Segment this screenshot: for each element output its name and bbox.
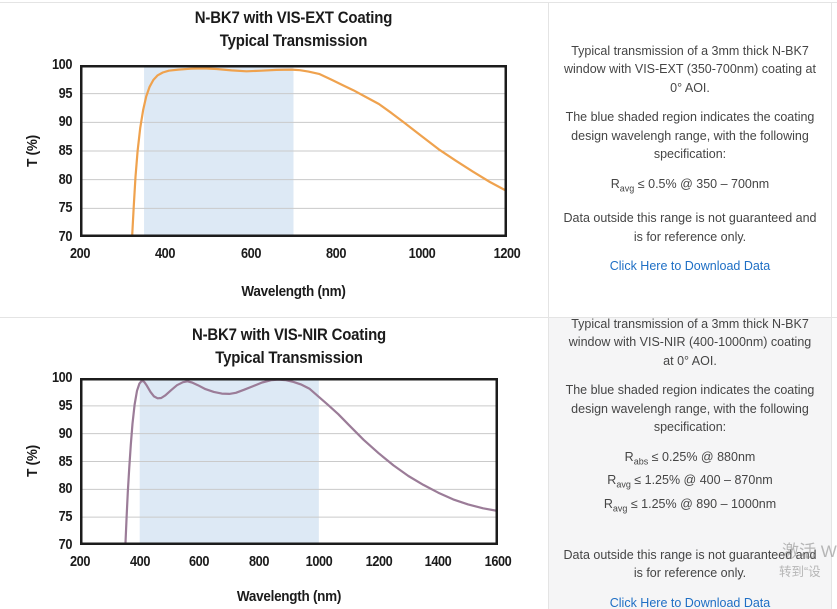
y-tick-label: 95 [58, 84, 73, 102]
description-text: Typical transmission of a 3mm thick N-BK… [568, 316, 812, 368]
download-data-link[interactable]: Click Here to Download Data [609, 259, 771, 273]
y-tick-label: 80 [58, 170, 73, 188]
row-divider [0, 317, 837, 318]
x-tick-label: 400 [155, 245, 176, 262]
chart-title-line1: N-BK7 with VIS-NIR Coating [191, 325, 387, 344]
plot-area-vis-nir [80, 378, 498, 545]
column-divider [548, 2, 549, 609]
y-tick-label: 90 [58, 424, 73, 442]
y-tick-label: 100 [51, 56, 72, 73]
x-tick-label: 600 [189, 553, 210, 570]
chart-title-line2: Typical Transmission [219, 31, 368, 50]
y-tick-label: 75 [58, 508, 73, 526]
y-tick-label: 100 [51, 369, 72, 386]
x-tick-label: 200 [69, 245, 91, 262]
transmission-curve-vis-ext [80, 65, 507, 237]
x-tick-label: 800 [326, 245, 347, 262]
x-axis-label: Wavelength (nm) [241, 283, 346, 300]
x-tick-label: 1600 [484, 553, 512, 570]
x-tick-label: 400 [129, 553, 150, 570]
y-tick-label: 70 [58, 228, 73, 245]
y-tick-label: 85 [58, 452, 73, 470]
x-tick-label: 1000 [408, 245, 435, 262]
info-panel-vis-nir: Typical transmission of a 3mm thick N-BK… [549, 316, 831, 609]
x-axis-label: Wavelength (nm) [236, 588, 342, 605]
y-tick-label: 95 [58, 396, 73, 414]
spec-line: Ravg ≤ 1.25% @ 890 – 1000nm [603, 496, 777, 514]
x-tick-label: 1400 [424, 553, 452, 570]
chart-title-line1: N-BK7 with VIS-EXT Coating [194, 8, 393, 27]
disclaimer-text: Data outside this range is not guarantee… [563, 547, 817, 581]
spec-line: Ravg ≤ 0.5% @ 350 – 700nm [610, 176, 770, 194]
shaded-region-note: The blue shaded region indicates the coa… [565, 383, 815, 435]
y-tick-label: 70 [58, 536, 73, 553]
transmission-curve-vis-nir [80, 378, 498, 545]
x-tick-label: 1200 [493, 245, 521, 262]
plot-area-vis-ext [80, 65, 507, 237]
y-tick-label: 75 [58, 199, 73, 217]
download-data-link[interactable]: Click Here to Download Data [609, 595, 771, 609]
y-tick-label: 85 [58, 142, 73, 159]
chart-title: N-BK7 with VIS-NIR Coating Typical Trans… [105, 323, 473, 369]
chart-title: N-BK7 with VIS-EXT Coating Typical Trans… [106, 6, 482, 52]
x-tick-label: 200 [69, 553, 91, 570]
x-tick-label: 800 [249, 553, 270, 570]
shaded-region-note: The blue shaded region indicates the coa… [565, 110, 815, 161]
x-tick-label: 600 [240, 245, 261, 262]
chart-title-line2: Typical Transmission [215, 348, 363, 367]
spec-line: Rabs ≤ 0.25% @ 880nm [624, 449, 756, 467]
y-tick-label: 90 [58, 113, 73, 131]
spec-group: Ravg ≤ 0.5% @ 350 – 700nm [611, 175, 769, 199]
disclaimer-text: Data outside this range is not guarantee… [563, 211, 817, 244]
info-panel-vis-ext: Typical transmission of a 3mm thick N-BK… [549, 0, 831, 317]
x-tick-label: 1200 [365, 553, 392, 570]
y-tick-label: 80 [58, 480, 73, 498]
spec-group: Rabs ≤ 0.25% @ 880nm Ravg ≤ 1.25% @ 400 … [604, 448, 776, 519]
top-border [0, 2, 837, 3]
right-border [831, 2, 832, 609]
description-text: Typical transmission of a 3mm thick N-BK… [564, 43, 816, 95]
x-tick-label: 1000 [305, 553, 333, 570]
spec-line: Ravg ≤ 1.25% @ 400 – 870nm [607, 473, 773, 490]
